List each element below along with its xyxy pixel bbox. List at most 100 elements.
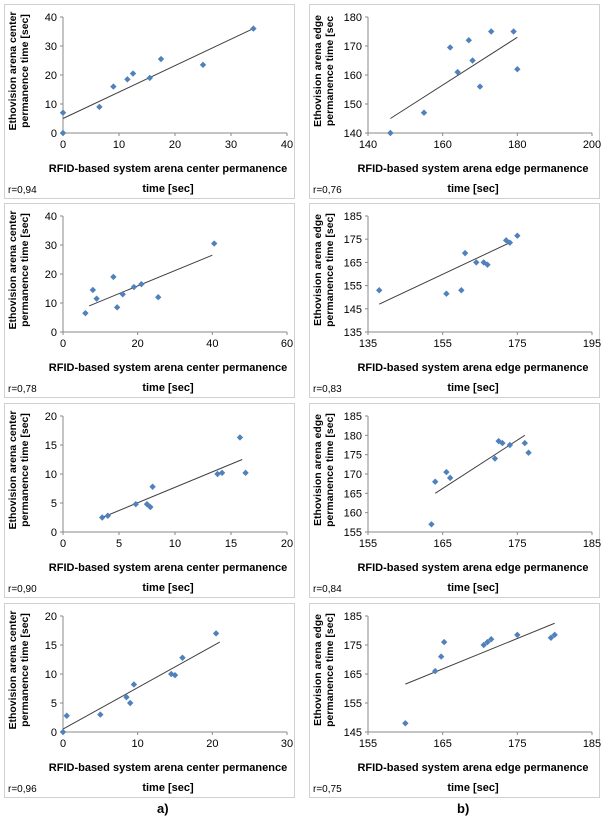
x-tick-label: 15 [225,538,237,550]
data-point [432,478,439,485]
x-axis-title: RFID-based system arena edge permanence … [357,163,589,195]
y-axis-title: Ethovision arena center permanence time … [7,210,41,330]
x-tick-label: 0 [60,139,66,151]
data-point [510,28,517,35]
chart-panel-a2: 0 10 20 30 40 0 20 40 60 Ethovision arena center … [4,203,295,398]
data-point [214,470,221,478]
y-tick-label: 30 [45,240,57,252]
x-tick-label: 20 [132,338,144,350]
x-tick-label: 10 [169,538,181,550]
x-tick-label: 175 [508,538,526,550]
data-point [480,259,487,266]
y-tick-label: 160 [344,70,362,82]
x-tick-label: 10 [132,738,144,750]
chart-panel-b4: 145 155 165 175 185 155 165 175 185 Ethovision ar… [309,603,601,798]
data-point [547,634,555,641]
y-axis-title: Ethovision arena center permanence time … [7,11,41,131]
data-point [446,44,454,51]
x-tick-label: 165 [433,538,451,550]
data-point [218,469,226,477]
y-tick-label: 175 [344,450,362,462]
trend-line [102,459,243,518]
data-point [491,455,499,462]
data-point [113,304,121,311]
data-point [420,109,428,116]
x-tick-label: 155 [359,738,377,750]
data-point [495,437,502,445]
trend-line [405,622,555,685]
data-point [110,83,117,90]
trend-line [378,242,511,305]
y-tick-label: 10 [45,298,57,310]
data-point [179,654,186,661]
y-tick-label: 15 [45,440,57,452]
y-tick-label: 160 [344,508,362,520]
data-point [499,439,506,447]
data-point [93,295,100,302]
scatter-plot: 0 10 20 30 40 0 20 40 60 [45,211,293,350]
y-axis-title: Ethovision arena edge permanence time [s… [312,410,346,530]
data-point [480,641,487,649]
y-tick-label: 180 [344,430,362,442]
y-tick-label: 20 [45,411,57,423]
x-axis-title: RFID-based system arena center permanenc… [48,163,288,195]
data-point [476,83,484,90]
x-tick-label: 20 [206,738,218,750]
y-tick-label: 5 [51,698,57,710]
data-point [96,103,103,111]
trend-line [88,254,213,307]
data-point [465,37,472,44]
y-tick-label: 5 [51,498,57,510]
y-axis-title: Ethovision arena edge permanence time [s… [312,210,346,330]
data-point [212,630,220,637]
chart-panel-b2: 135 145 155 165 175 185 135 155 175 195 Ethovision… [309,203,601,398]
data-point [132,500,139,508]
y-axis-title-text: Ethovision arena center permanence time … [7,210,31,330]
y-axis-title-text: Ethovision arena center permanence time … [7,610,31,730]
x-axis-title: RFID-based system arena edge permanence … [357,362,589,394]
y-tick-label: 165 [344,257,362,269]
data-point [473,259,480,266]
y-axis-title: Ethovision arena center permanence time … [7,410,41,530]
x-tick-label: 175 [508,738,526,750]
data-point [147,503,154,511]
y-tick-label: 175 [344,640,362,652]
data-point [63,712,70,719]
data-point [428,521,435,528]
data-point [521,439,528,447]
x-tick-label: 195 [583,338,601,350]
trend-line [390,36,518,119]
x-axis-title: RFID-based system arena center permanenc… [48,362,288,394]
x-tick-label: 155 [433,338,451,350]
data-point [104,512,111,519]
x-tick-label: 40 [206,338,218,350]
data-point [454,68,461,76]
y-tick-label: 10 [45,469,57,481]
x-axis-title: RFID-based system arena edge permanence … [357,562,589,594]
y-tick-label: 165 [344,488,362,500]
y-tick-label: 145 [344,304,362,316]
y-tick-label: 185 [344,611,362,623]
data-point [146,74,153,82]
y-axis-title: Ethovision arena edge permanence time [s… [312,610,346,730]
x-tick-label: 5 [116,538,122,550]
data-point [129,70,137,77]
trend-line [62,641,221,730]
scatter-plot: 0 5 10 15 20 0 10 20 30 [45,611,293,750]
data-point [124,76,131,83]
x-tick-label: 160 [433,139,451,151]
chart-panel-a3: 0 5 10 15 20 0 5 10 15 20 Ethovision arena center … [4,403,295,598]
data-point [514,232,521,239]
data-point [242,469,249,477]
y-tick-label: 20 [45,70,57,82]
y-axis-title-text: Ethovision arena edge permanence time [s… [312,613,336,727]
y-tick-label: 0 [51,327,57,339]
y-tick-label: 10 [45,669,57,681]
data-point [199,61,207,69]
data-point [82,309,89,317]
y-tick-label: 135 [344,327,362,339]
data-point [138,280,145,288]
y-tick-label: 40 [45,211,57,223]
correlation-label: r=0,76 [313,185,342,196]
y-tick-label: 0 [51,727,57,739]
